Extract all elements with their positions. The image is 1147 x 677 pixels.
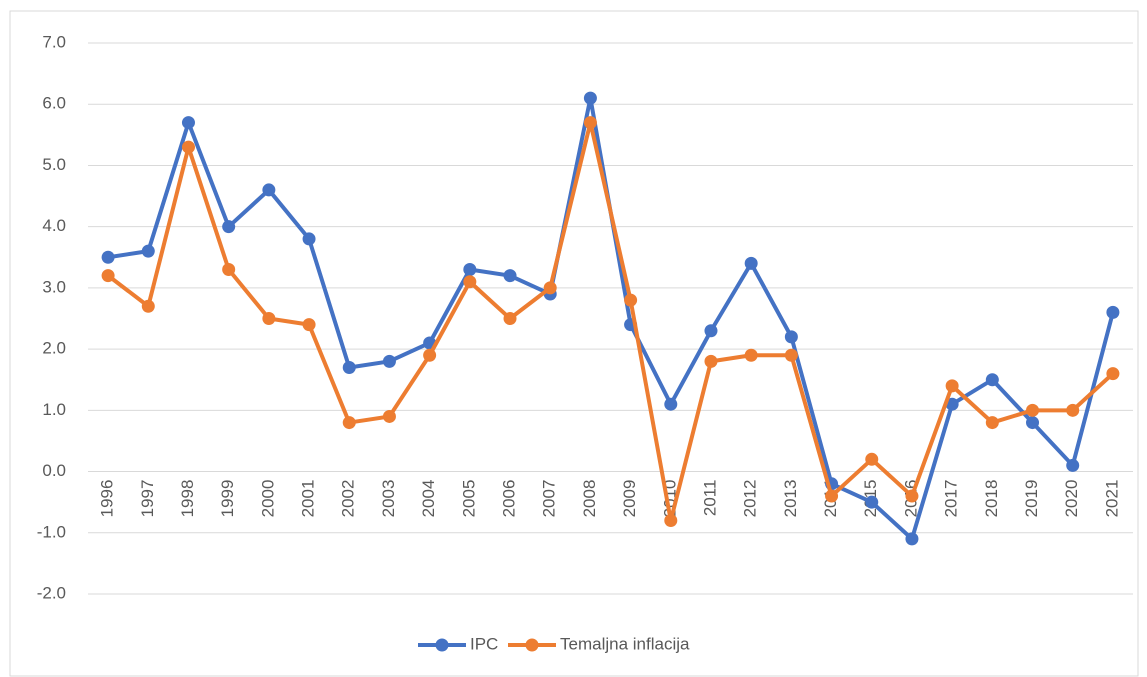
y-tick-label: 2.0 xyxy=(42,339,66,358)
y-tick-label: 7.0 xyxy=(42,32,66,51)
legend-marker xyxy=(525,638,539,652)
series-marker xyxy=(784,348,798,362)
y-tick-label: -1.0 xyxy=(37,522,66,541)
series-marker xyxy=(624,293,638,307)
series-marker xyxy=(583,116,597,130)
x-tick-label: 2008 xyxy=(580,480,599,518)
series-marker xyxy=(1026,403,1040,417)
series-marker xyxy=(583,91,597,105)
y-tick-label: 3.0 xyxy=(42,277,66,296)
series-marker xyxy=(704,324,718,338)
series-marker xyxy=(141,299,155,313)
x-tick-label: 2000 xyxy=(258,480,277,518)
series-marker xyxy=(865,452,879,466)
series-marker xyxy=(302,318,316,332)
series-marker xyxy=(664,514,678,528)
x-tick-label: 2003 xyxy=(379,480,398,518)
series-marker xyxy=(1066,458,1080,472)
x-tick-label: 2011 xyxy=(700,480,719,517)
x-tick-label: 2002 xyxy=(339,480,358,518)
series-marker xyxy=(543,281,557,295)
y-tick-label: -2.0 xyxy=(37,583,66,602)
series-marker xyxy=(784,330,798,344)
x-tick-label: 2012 xyxy=(741,480,760,518)
series-marker xyxy=(382,409,396,423)
series-marker xyxy=(342,360,356,374)
series-marker xyxy=(222,263,236,277)
series-marker xyxy=(181,140,195,154)
series-marker xyxy=(1066,403,1080,417)
series-marker xyxy=(865,495,879,509)
series-marker xyxy=(342,416,356,430)
series-marker xyxy=(262,183,276,197)
series-marker xyxy=(463,275,477,289)
series-marker xyxy=(1026,416,1040,430)
y-tick-label: 0.0 xyxy=(42,461,66,480)
series-marker xyxy=(463,263,477,277)
y-tick-label: 4.0 xyxy=(42,216,66,235)
x-tick-label: 2018 xyxy=(982,480,1001,518)
x-tick-label: 2006 xyxy=(500,480,519,518)
series-marker xyxy=(664,397,678,411)
y-tick-label: 1.0 xyxy=(42,400,66,419)
x-tick-label: 2009 xyxy=(620,480,639,518)
legend-label: Temaljna inflacija xyxy=(560,634,690,653)
series-marker xyxy=(302,232,316,246)
series-marker xyxy=(101,250,115,264)
x-tick-label: 2020 xyxy=(1062,480,1081,518)
x-tick-label: 2007 xyxy=(540,480,559,518)
x-tick-label: 1999 xyxy=(218,480,237,518)
legend-marker xyxy=(435,638,449,652)
series-marker xyxy=(503,312,517,325)
series-marker xyxy=(181,116,195,130)
series-marker xyxy=(382,354,396,368)
x-tick-label: 2017 xyxy=(942,480,961,518)
y-tick-label: 6.0 xyxy=(42,94,66,113)
series-line xyxy=(106,120,1115,523)
y-tick-label: 5.0 xyxy=(42,155,66,174)
x-tick-label: 2005 xyxy=(459,480,478,518)
series-marker xyxy=(141,244,155,258)
series-marker xyxy=(262,312,276,325)
x-tick-label: 1998 xyxy=(178,480,197,518)
series-marker xyxy=(704,354,718,368)
x-tick-label: 2019 xyxy=(1022,480,1041,518)
legend-label: IPC xyxy=(470,634,498,653)
x-tick-label: 2021 xyxy=(1102,480,1121,518)
series-marker xyxy=(945,397,959,411)
series-marker xyxy=(945,379,959,393)
x-tick-label: 2001 xyxy=(299,480,318,518)
series-marker xyxy=(985,373,999,387)
series-marker xyxy=(985,416,999,430)
series-marker xyxy=(503,269,517,283)
x-tick-label: 1996 xyxy=(98,480,117,518)
series-marker xyxy=(1106,305,1120,319)
series-marker xyxy=(222,220,236,234)
x-tick-label: 2013 xyxy=(781,480,800,518)
series-marker xyxy=(744,256,758,270)
series-marker xyxy=(423,348,437,362)
series-marker xyxy=(905,489,919,503)
x-tick-label: 2004 xyxy=(419,480,438,518)
series-marker xyxy=(825,489,839,503)
series-marker xyxy=(101,269,115,283)
series-marker xyxy=(744,348,758,362)
series-marker xyxy=(1106,367,1120,381)
x-tick-label: 1997 xyxy=(138,480,157,518)
series-marker xyxy=(905,532,919,546)
chart-frame xyxy=(9,10,1139,677)
